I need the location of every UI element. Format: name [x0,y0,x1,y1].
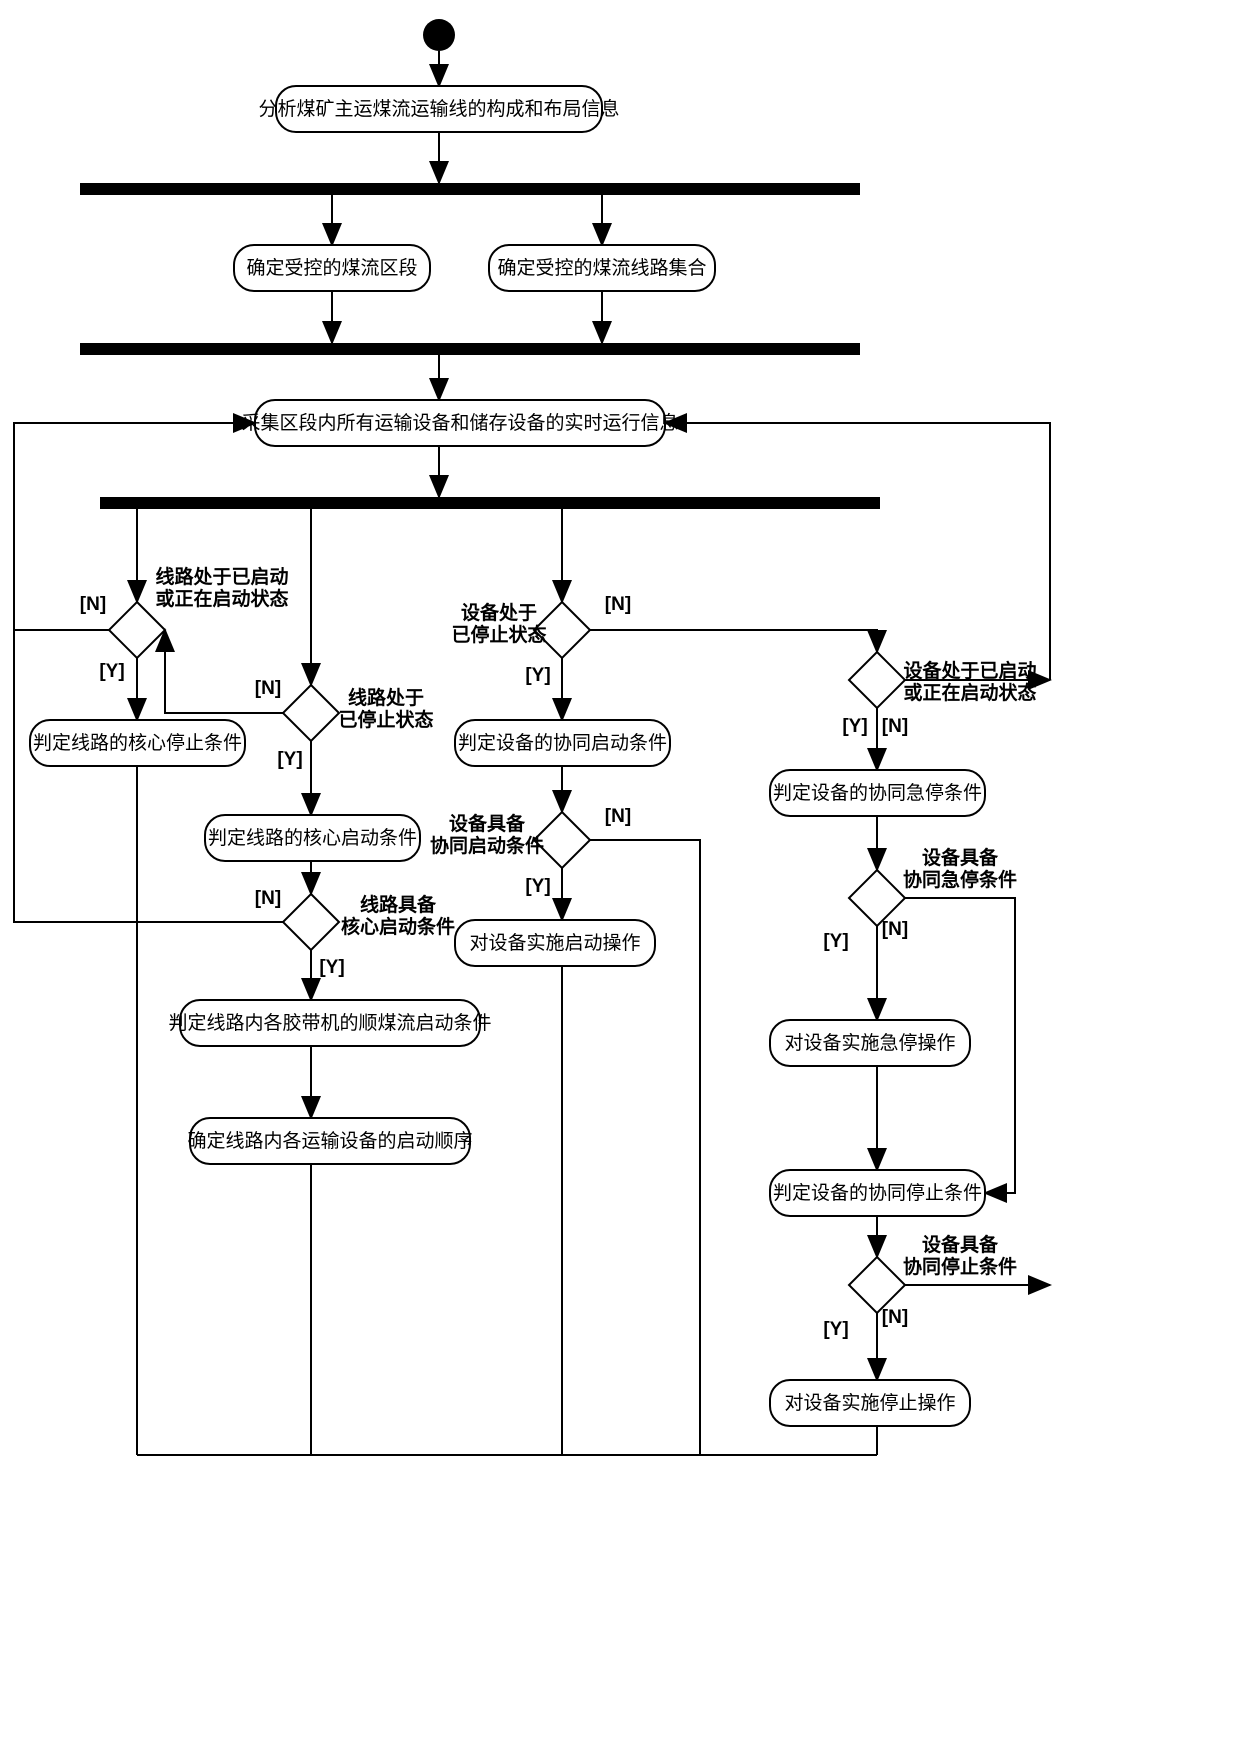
d5-yes: [Y] [525,876,550,897]
d3-no: [N] [255,888,281,909]
d5-no: [N] [605,806,631,827]
a4-label: 采集区段内所有运输设备和储存设备的实时运行信息 [241,412,678,434]
start-node [423,19,455,51]
a6-label: 判定线路的核心启动条件 [208,827,417,849]
d6-label-0: 设备处于已启动 [903,659,1036,682]
edge-29 [665,423,1050,680]
d8-no: [N] [882,1307,908,1328]
d7-yes: [Y] [823,931,848,952]
d2-label-0: 线路处于 [348,686,424,709]
a11-label: 判定设备的协同急停条件 [773,782,982,804]
d8 [849,1257,905,1313]
d4-label-0: 设备处于 [461,601,537,624]
d3-label-0: 线路具备 [360,893,437,916]
edge-25 [590,630,877,652]
d8-yes: [Y] [823,1319,848,1340]
d4-yes: [Y] [525,665,550,686]
d6-label-1: 或正在启动状态 [903,681,1036,704]
d3 [283,894,339,950]
d2-yes: [Y] [277,749,302,770]
a12-label: 对设备实施急停操作 [784,1032,955,1054]
d7-label-1: 协同急停条件 [903,868,1017,891]
d7-label-0: 设备具备 [922,846,999,869]
d6-no: [N] [882,716,908,737]
d2-no: [N] [255,678,281,699]
edge-14 [165,630,283,713]
d3-label-1: 核心启动条件 [341,915,455,938]
d6-yes: [Y] [842,716,867,737]
d1-no: [N] [80,594,106,615]
a7-label: 判定线路内各胶带机的顺煤流启动条件 [168,1012,491,1034]
sync-bar-2 [100,497,880,509]
a5-label: 判定线路的核心停止条件 [33,732,242,754]
d3-yes: [Y] [319,957,344,978]
d1 [109,602,165,658]
d7 [849,870,905,926]
d2 [283,685,339,741]
d4-no: [N] [605,594,631,615]
d5-label-1: 协同启动条件 [430,834,544,857]
a14-label: 对设备实施停止操作 [784,1392,955,1414]
sync-bar-0 [80,183,860,195]
d1-label-1: 或正在启动状态 [155,587,288,610]
d1-yes: [Y] [99,661,124,682]
a2-label: 确定受控的煤流区段 [246,257,417,279]
d1-label-0: 线路处于已启动 [155,565,288,588]
d5-label-0: 设备具备 [449,812,526,835]
d7-no: [N] [882,919,908,940]
d8-label-0: 设备具备 [922,1233,999,1256]
sync-bar-1 [80,343,860,355]
a13-label: 判定设备的协同停止条件 [773,1182,982,1204]
d4-label-1: 已停止状态 [451,623,546,646]
a3-label: 确定受控的煤流线路集合 [497,257,706,279]
a9-label: 判定设备的协同启动条件 [458,732,667,754]
a10-label: 对设备实施启动操作 [469,932,640,954]
d8-label-1: 协同停止条件 [903,1255,1017,1278]
d2-label-1: 已停止状态 [338,708,433,731]
a1-label: 分析煤矿主运煤流运输线的构成和布局信息 [258,98,619,120]
a8-label: 确定线路内各运输设备的启动顺序 [187,1130,472,1152]
d6 [849,652,905,708]
flowchart-diagram: 分析煤矿主运煤流运输线的构成和布局信息确定受控的煤流区段 确定受控的煤流线路集合采… [0,0,1240,1757]
